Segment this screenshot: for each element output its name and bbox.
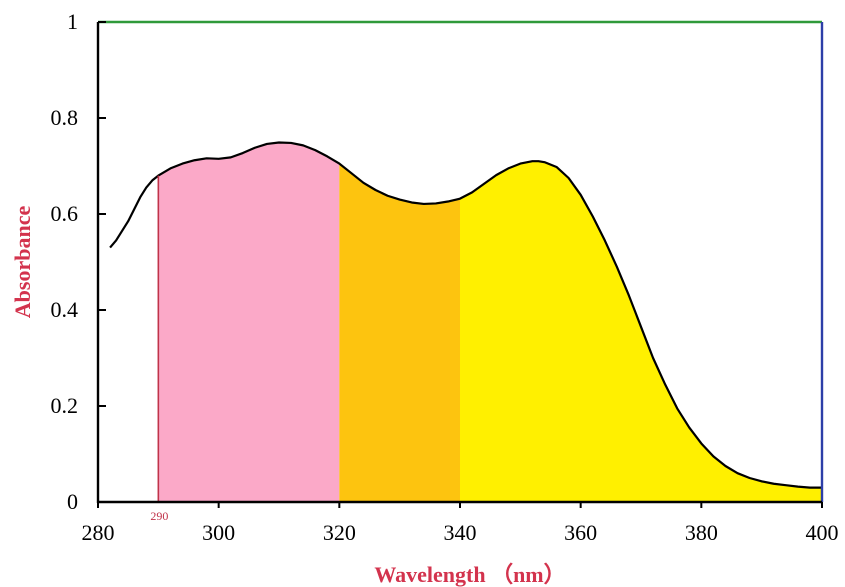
y-tick-label-1: 0.2 (51, 393, 79, 418)
wavelength-bands (158, 142, 822, 503)
band-320-340 (339, 163, 460, 502)
x-tick-label-380: 380 (685, 520, 718, 545)
band-290-320 (158, 142, 340, 503)
x-axis-ticks: 280 300 320 340 360 380 400 (82, 502, 839, 545)
y-axis-title: Absorbance (10, 206, 35, 319)
band-340-400 (460, 161, 822, 502)
marker-290-label: 290 (150, 509, 168, 523)
absorbance-curve (109, 141, 822, 489)
y-tick-label-3: 0.6 (51, 201, 79, 226)
x-tick-label-360: 360 (564, 520, 597, 545)
x-tick-label-340: 340 (444, 520, 477, 545)
y-axis-ticks: 0 0.2 0.4 0.6 0.8 1 (51, 9, 106, 514)
x-axis-title: Wavelength （nm） (374, 562, 565, 587)
x-tick-label-280: 280 (82, 520, 115, 545)
x-tick-label-300: 300 (202, 520, 235, 545)
y-tick-label-2: 0.4 (51, 297, 79, 322)
x-tick-label-400: 400 (806, 520, 839, 545)
y-tick-label-5: 1 (67, 9, 78, 34)
y-tick-label-4: 0.8 (51, 105, 79, 130)
x-tick-label-320: 320 (323, 520, 356, 545)
y-tick-label-0: 0 (67, 489, 78, 514)
